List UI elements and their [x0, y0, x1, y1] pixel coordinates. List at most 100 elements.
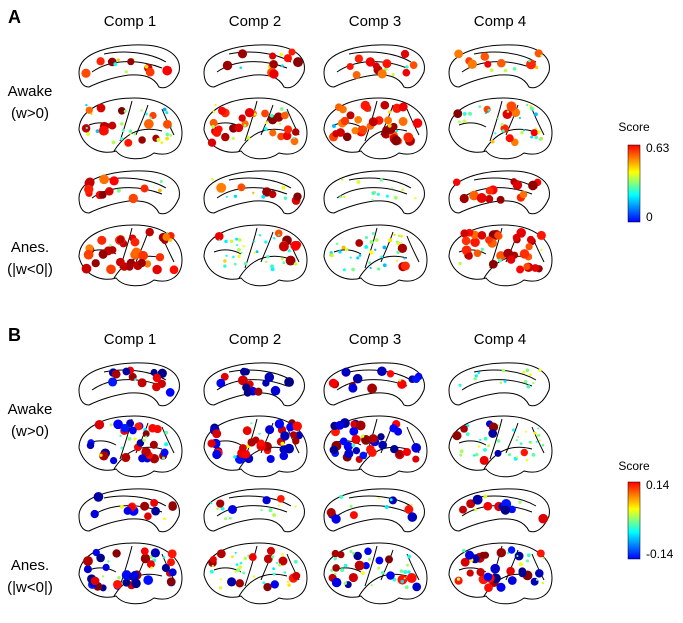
activity-dot — [391, 73, 395, 77]
activity-dot — [339, 437, 348, 446]
activity-dot — [515, 439, 518, 442]
activity-dot — [506, 110, 510, 113]
activity-dot — [477, 371, 481, 375]
activity-dot — [264, 240, 268, 244]
activity-dot — [218, 106, 227, 115]
activity-dot — [467, 59, 477, 69]
activity-dot — [169, 265, 179, 275]
activity-dot — [164, 442, 169, 447]
activity-dot — [141, 447, 151, 457]
activity-dot — [512, 180, 523, 190]
activity-dot — [225, 195, 228, 198]
activity-dot — [404, 585, 409, 590]
activity-dot — [279, 451, 289, 461]
activity-dot — [86, 132, 91, 136]
activity-dot — [222, 60, 233, 71]
activity-dot — [266, 546, 276, 555]
activity-dot — [235, 563, 239, 567]
activity-dot — [218, 239, 221, 242]
activity-dot — [340, 116, 350, 126]
activity-dot — [410, 503, 413, 506]
activity-dot — [162, 233, 171, 241]
activity-dot — [376, 192, 380, 196]
activity-dot — [398, 102, 408, 112]
activity-dot — [266, 255, 270, 259]
activity-dot — [334, 572, 337, 576]
activity-dot — [212, 449, 222, 460]
activity-dot — [458, 383, 462, 387]
activity-dot — [163, 517, 166, 521]
activity-dot — [111, 369, 121, 379]
activity-dot — [254, 387, 263, 396]
activity-dot — [262, 496, 271, 505]
colorbar-title: Score — [618, 459, 650, 473]
activity-dot — [112, 579, 123, 590]
row-name: Awake — [8, 83, 53, 100]
activity-dot — [231, 137, 235, 140]
activity-dot — [207, 439, 216, 448]
activity-dot — [358, 254, 362, 257]
activity-dot — [494, 231, 502, 239]
activity-dot — [497, 59, 506, 68]
activity-dot — [480, 247, 484, 252]
activity-dot — [534, 112, 538, 117]
activity-dot — [83, 565, 92, 574]
activity-dot — [507, 453, 512, 457]
activity-dot — [496, 439, 501, 443]
activity-dot — [339, 195, 343, 199]
activity-dot — [108, 246, 117, 254]
activity-dot — [262, 581, 266, 585]
activity-dot — [537, 427, 540, 430]
activity-dot — [349, 549, 353, 553]
activity-dot — [137, 258, 146, 268]
activity-dot — [95, 129, 100, 133]
activity-dot — [351, 434, 361, 444]
activity-dot — [234, 570, 237, 573]
activity-dot — [288, 48, 296, 56]
activity-dot — [409, 61, 418, 69]
activity-dot — [460, 425, 468, 433]
activity-dot — [480, 52, 490, 61]
activity-dot — [169, 134, 173, 137]
activity-dot — [397, 574, 408, 585]
activity-dot — [508, 505, 516, 514]
activity-dot — [280, 257, 284, 261]
activity-dot — [354, 115, 363, 124]
activity-dot — [402, 447, 412, 457]
activity-dot — [485, 236, 493, 244]
activity-dot — [152, 382, 161, 392]
activity-dot — [278, 122, 282, 125]
medial-brain — [79, 45, 179, 88]
activity-dot — [412, 582, 422, 592]
activity-dot — [362, 562, 370, 570]
activity-dot — [351, 443, 356, 448]
activity-dot — [377, 69, 387, 79]
activity-dot — [372, 62, 380, 70]
activity-dot — [516, 265, 525, 274]
activity-dot — [121, 570, 132, 580]
activity-dot — [246, 135, 251, 140]
activity-dot — [137, 378, 147, 388]
activity-dot — [523, 262, 531, 271]
activity-dot — [349, 511, 358, 520]
activity-dot — [403, 257, 406, 260]
activity-dot — [359, 451, 368, 460]
activity-dot — [109, 176, 119, 186]
activity-dot — [405, 65, 409, 69]
activity-dot — [540, 54, 543, 57]
activity-dot — [113, 419, 123, 430]
activity-dot — [530, 129, 538, 137]
activity-dot — [329, 445, 339, 455]
activity-dot — [506, 101, 517, 112]
activity-dot — [236, 244, 239, 247]
activity-dot — [291, 128, 300, 136]
activity-dot — [128, 193, 139, 204]
activity-dot — [530, 106, 534, 111]
activity-dot — [460, 557, 470, 567]
activity-dot — [538, 439, 541, 442]
activity-dot — [86, 441, 95, 450]
activity-dot — [378, 440, 388, 450]
medial-brain — [204, 489, 304, 532]
activity-dot — [99, 451, 109, 461]
